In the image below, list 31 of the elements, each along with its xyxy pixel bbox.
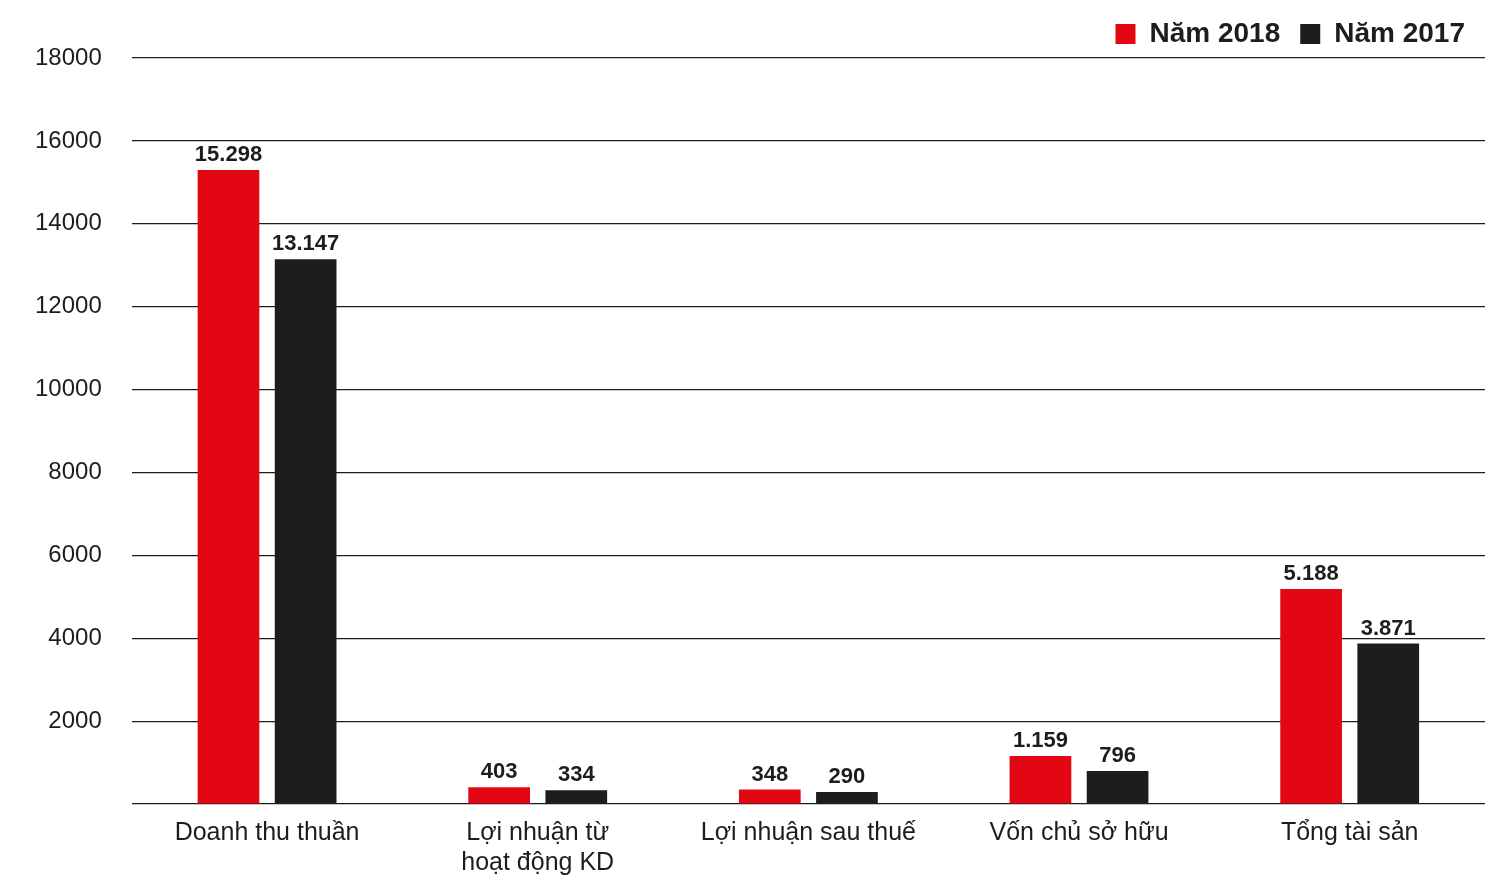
x-tick-label: Vốn chủ sở hữu <box>989 816 1169 845</box>
y-tick-label: 6000 <box>48 539 102 567</box>
bar <box>738 789 801 804</box>
legend-label: Năm 2017 <box>1334 16 1466 48</box>
y-tick-label: 18000 <box>34 42 102 70</box>
data-label: 1.159 <box>1012 727 1068 753</box>
bar <box>197 169 260 804</box>
data-label: 403 <box>480 758 518 784</box>
bar <box>1009 755 1072 804</box>
x-tick-label: Doanh thu thuần <box>174 816 360 845</box>
data-label: 290 <box>828 763 866 789</box>
y-tick-label: 10000 <box>34 374 102 402</box>
y-tick-label: 14000 <box>34 208 102 236</box>
y-tick-label: 8000 <box>48 457 102 485</box>
y-tick-label: 16000 <box>34 125 102 153</box>
data-label: 3.871 <box>1360 614 1416 640</box>
x-tick-label: Tổng tài sản <box>1280 816 1419 845</box>
data-label: 5.188 <box>1283 560 1339 586</box>
y-tick-label: 2000 <box>48 705 102 733</box>
bar <box>1280 588 1342 804</box>
data-label: 334 <box>557 761 596 787</box>
x-tick-label: Lợi nhuận từ hoạt động KD <box>461 816 615 875</box>
y-tick-label: 12000 <box>34 291 102 319</box>
legend-label: Năm 2018 <box>1149 16 1281 48</box>
data-label: 15.298 <box>194 141 263 167</box>
bar <box>468 787 530 804</box>
data-label: 348 <box>751 760 789 786</box>
y-tick-label: 4000 <box>48 622 102 650</box>
data-label: 13.147 <box>271 230 340 256</box>
x-tick-label: Lợi nhuận sau thuế <box>700 816 917 845</box>
data-label: 796 <box>1099 742 1136 768</box>
